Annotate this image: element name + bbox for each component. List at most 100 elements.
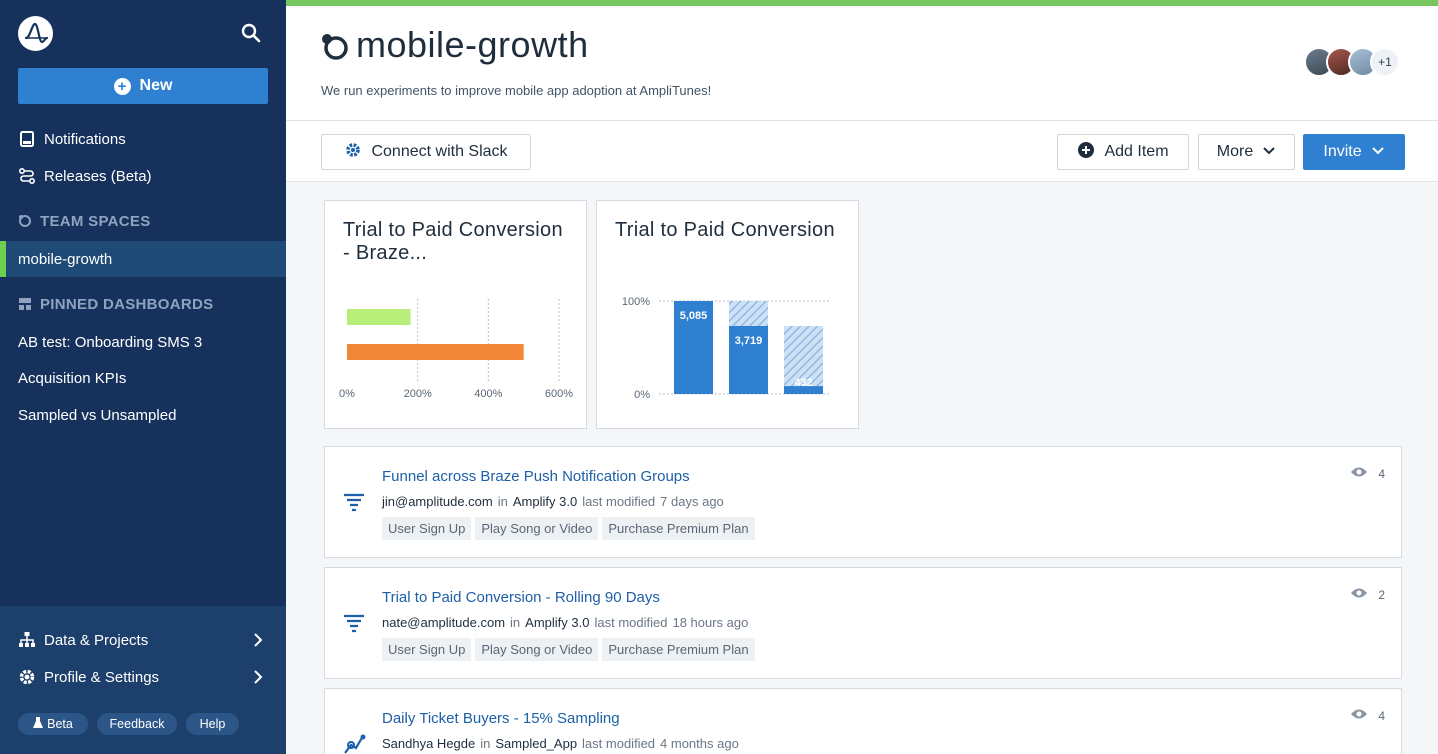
sidebar-item-label: mobile-growth bbox=[18, 250, 113, 268]
chevron-down-icon bbox=[1371, 143, 1385, 162]
item-tags: User Sign Up Play Song or Video Purchase… bbox=[382, 517, 755, 540]
feedback-pill-button[interactable]: Feedback bbox=[97, 713, 177, 735]
gear-icon bbox=[18, 668, 36, 686]
slack-icon bbox=[344, 141, 362, 164]
beaker-icon bbox=[33, 716, 44, 732]
toolbar: Connect with Slack Add Item More Invite bbox=[286, 120, 1438, 182]
bar bbox=[729, 325, 768, 394]
sidebar-item-acquisition-kpis[interactable]: Acquisition KPIs bbox=[0, 360, 286, 396]
item-tags: User Sign Up Play Song or Video Purchase… bbox=[382, 638, 755, 661]
data-label: 432 bbox=[794, 377, 812, 389]
connect-slack-button[interactable]: Connect with Slack bbox=[321, 134, 531, 170]
item-title-link[interactable]: Funnel across Braze Push Notification Gr… bbox=[382, 468, 690, 485]
hierarchy-icon bbox=[18, 631, 36, 649]
event-tag: Play Song or Video bbox=[475, 517, 599, 540]
dropoff-bar bbox=[729, 301, 768, 326]
sidebar-item-sampled-vs-unsampled[interactable]: Sampled vs Unsampled bbox=[0, 397, 286, 433]
item-title-link[interactable]: Daily Ticket Buyers - 15% Sampling bbox=[382, 710, 620, 727]
eye-icon bbox=[1350, 466, 1368, 481]
pinned-dashboards-heading: PINNED DASHBOARDS bbox=[0, 289, 286, 319]
sidebar-header bbox=[0, 0, 286, 60]
item-title-link[interactable]: Trial to Paid Conversion - Rolling 90 Da… bbox=[382, 589, 660, 606]
y-tick-label: 0% bbox=[634, 389, 650, 401]
beta-pill-button[interactable]: Beta bbox=[18, 713, 88, 735]
event-tag: Purchase Premium Plan bbox=[602, 638, 755, 661]
list-item[interactable]: Funnel across Braze Push Notification Gr… bbox=[324, 446, 1402, 558]
card-title: Trial to Paid Conversion - Braze... bbox=[343, 219, 563, 264]
team-spaces-heading: TEAM SPACES bbox=[0, 206, 286, 236]
avatar-more-count[interactable]: +1 bbox=[1370, 47, 1400, 77]
sidebar-item-data-projects[interactable]: Data & Projects bbox=[0, 623, 286, 657]
chart-card[interactable]: Trial to Paid Conversion 100% 0% 5,085 3,71… bbox=[596, 200, 859, 429]
funnel-icon bbox=[341, 612, 367, 634]
help-pill-button[interactable]: Help bbox=[186, 713, 239, 735]
sidebar-item-notifications[interactable]: Notifications bbox=[0, 121, 286, 157]
releases-icon bbox=[18, 167, 36, 185]
view-count: 4 bbox=[1350, 466, 1385, 481]
x-tick-label: 400% bbox=[474, 388, 502, 400]
y-tick-label: 100% bbox=[622, 296, 650, 308]
sidebar-item-profile-settings[interactable]: Profile & Settings bbox=[0, 660, 286, 694]
data-label: 3,719 bbox=[735, 335, 763, 347]
view-count: 2 bbox=[1350, 587, 1385, 602]
sidebar-item-label: Notifications bbox=[44, 130, 126, 148]
item-meta: jin@amplitude.com in Amplify 3.0 last mo… bbox=[382, 494, 724, 509]
funnel-bar-chart: 100% 0% 5,085 3,719 432 bbox=[622, 296, 831, 401]
sidebar-item-label: Acquisition KPIs bbox=[18, 369, 127, 387]
funnel-icon bbox=[341, 491, 367, 513]
x-tick-label: 0% bbox=[339, 388, 355, 400]
team-space-icon bbox=[18, 214, 32, 228]
event-tag: Play Song or Video bbox=[475, 638, 599, 661]
event-tag: User Sign Up bbox=[382, 517, 472, 540]
list-item[interactable]: Trial to Paid Conversion - Rolling 90 Da… bbox=[324, 567, 1402, 679]
sidebar-item-ab-test[interactable]: AB test: Onboarding SMS 3 bbox=[0, 324, 286, 360]
bar bbox=[347, 344, 524, 360]
item-meta: Sandhya Hegde in Sampled_App last modifi… bbox=[382, 736, 739, 751]
team-space-icon bbox=[320, 32, 350, 62]
x-tick-label: 200% bbox=[404, 388, 432, 400]
card-title: Trial to Paid Conversion bbox=[615, 219, 835, 241]
plus-circle-icon bbox=[1077, 141, 1095, 164]
bar bbox=[674, 301, 713, 394]
segmentation-icon bbox=[341, 733, 367, 754]
sidebar-item-label: Releases (Beta) bbox=[44, 167, 152, 185]
eye-icon bbox=[1350, 708, 1368, 723]
sidebar-item-releases[interactable]: Releases (Beta) bbox=[0, 158, 286, 194]
event-tag: User Sign Up bbox=[382, 638, 472, 661]
more-dropdown-button[interactable]: More bbox=[1198, 134, 1295, 170]
team-color-bar bbox=[286, 0, 1438, 6]
chevron-right-icon bbox=[250, 669, 266, 685]
invite-dropdown-button[interactable]: Invite bbox=[1303, 134, 1405, 170]
plus-icon: + bbox=[113, 77, 131, 95]
sidebar-item-label: Data & Projects bbox=[44, 631, 149, 649]
sidebar-item-label: Sampled vs Unsampled bbox=[18, 406, 177, 424]
new-button[interactable]: + New bbox=[18, 68, 268, 104]
event-tag: Purchase Premium Plan bbox=[602, 517, 755, 540]
data-label: 5,085 bbox=[680, 310, 708, 322]
add-item-button[interactable]: Add Item bbox=[1057, 134, 1189, 170]
eye-icon bbox=[1350, 587, 1368, 602]
item-meta: nate@amplitude.com in Amplify 3.0 last m… bbox=[382, 615, 749, 630]
chart-card[interactable]: Trial to Paid Conversion - Braze... 0% 20… bbox=[324, 200, 587, 429]
sidebar-item-label: Profile & Settings bbox=[44, 668, 160, 686]
dashboard-icon bbox=[18, 297, 32, 311]
space-header: mobile-growth We run experiments to impr… bbox=[286, 6, 1438, 120]
new-button-label: New bbox=[139, 77, 173, 94]
bar bbox=[784, 386, 823, 394]
sidebar-item-label: AB test: Onboarding SMS 3 bbox=[18, 333, 203, 351]
sidebar-item-mobile-growth[interactable]: mobile-growth bbox=[0, 241, 286, 277]
amplitude-logo-icon[interactable] bbox=[18, 16, 53, 51]
chevron-right-icon bbox=[250, 632, 266, 648]
list-item[interactable]: Daily Ticket Buyers - 15% Sampling Sandh… bbox=[324, 688, 1402, 754]
page-title: mobile-growth bbox=[356, 24, 589, 65]
view-count: 4 bbox=[1350, 708, 1385, 723]
member-avatars[interactable]: +1 bbox=[1304, 47, 1400, 79]
search-icon[interactable] bbox=[240, 22, 262, 44]
horizontal-bar-chart: 0% 200% 400% 600% bbox=[339, 299, 573, 400]
space-content: Trial to Paid Conversion - Braze... 0% 20… bbox=[286, 182, 1438, 754]
bar bbox=[347, 309, 411, 325]
x-tick-label: 600% bbox=[545, 388, 573, 400]
sidebar: + New Notifications Releases (Beta) TEAM… bbox=[0, 0, 286, 754]
dropoff-bar bbox=[784, 325, 823, 387]
space-description: We run experiments to improve mobile app… bbox=[321, 83, 712, 98]
